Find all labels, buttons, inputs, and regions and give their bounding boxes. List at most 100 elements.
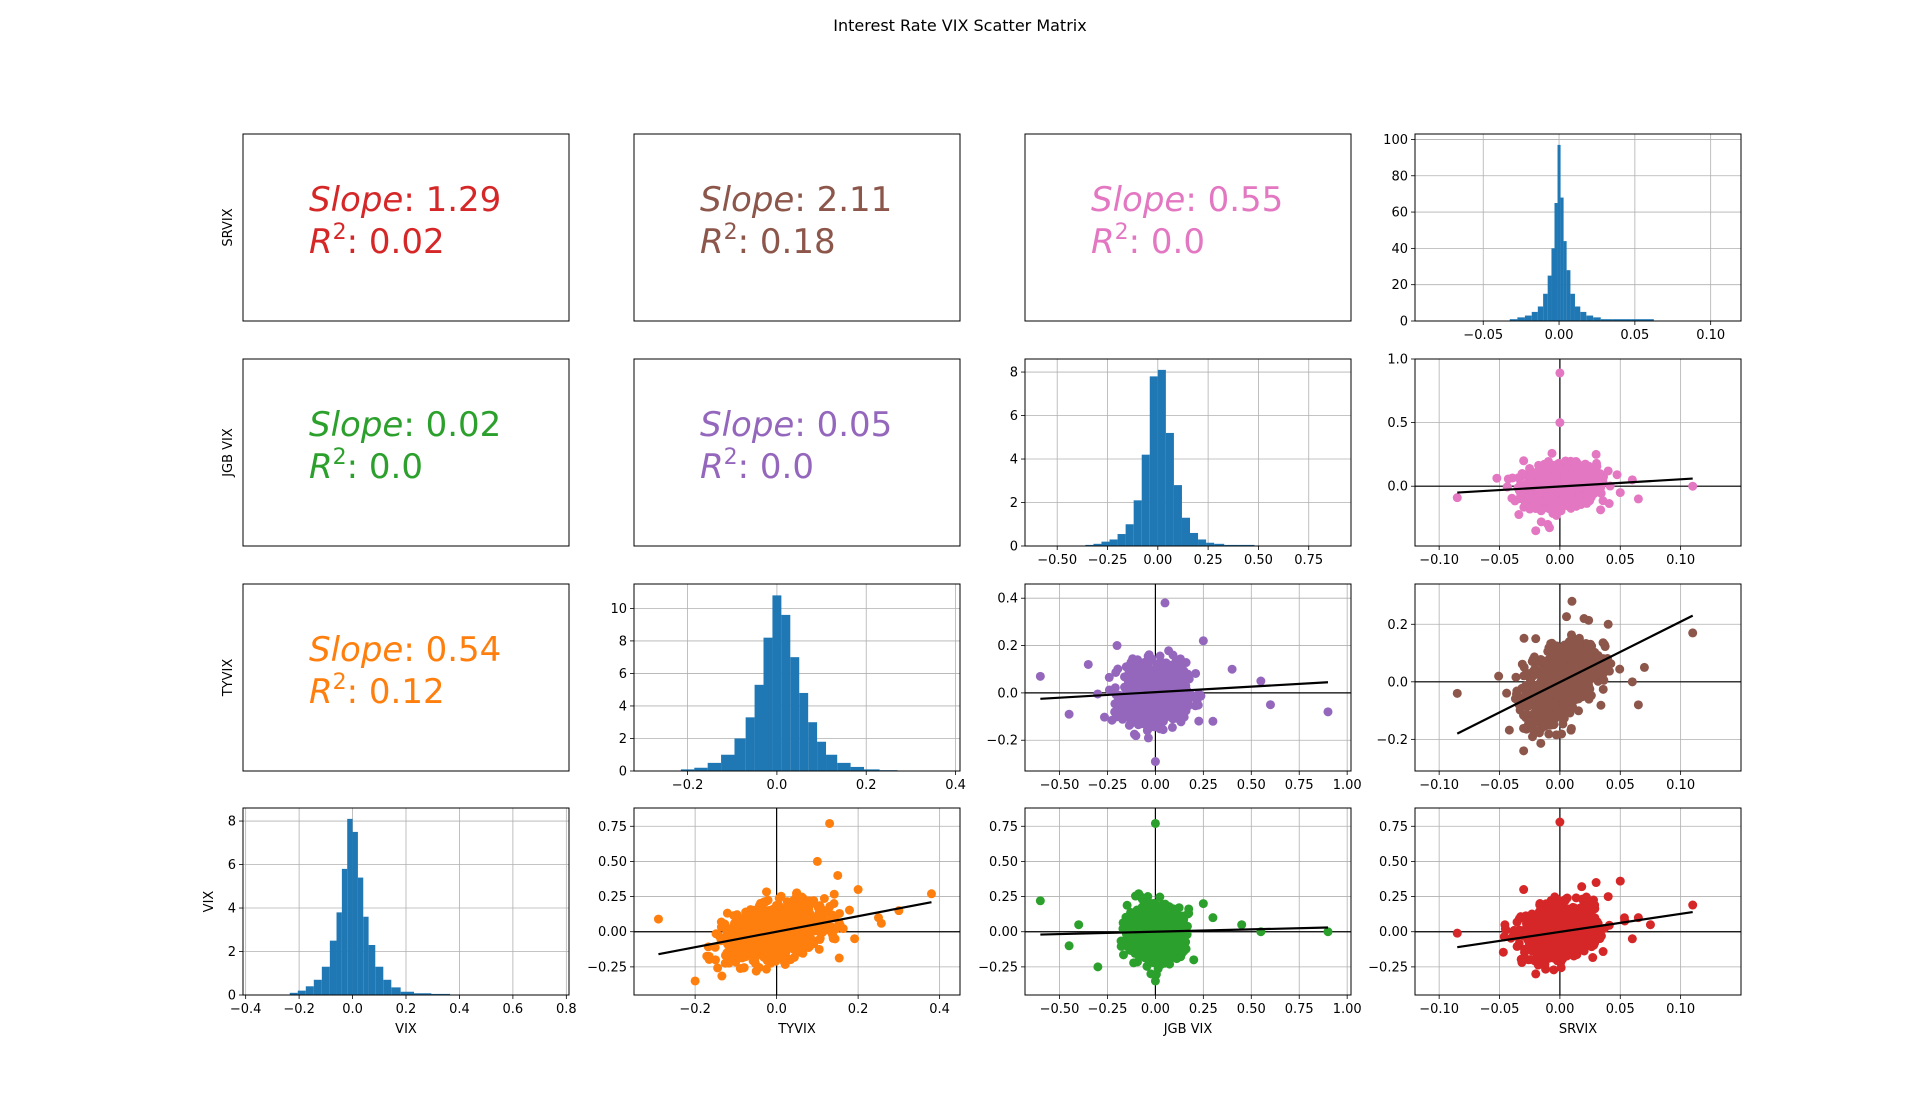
- scatter-point: [777, 892, 786, 901]
- histogram-bar: [764, 638, 773, 771]
- scatter-point: [1514, 510, 1523, 519]
- scatter-point: [1100, 713, 1109, 722]
- scatter-point: [1129, 682, 1138, 691]
- x-tick-label: 0.50: [1237, 1002, 1266, 1017]
- scatter-point: [1529, 655, 1538, 664]
- scatter-point: [1538, 720, 1547, 729]
- histogram-bar: [1150, 376, 1158, 546]
- histogram-bar: [1586, 316, 1593, 321]
- y-tick-label: 0: [1400, 315, 1408, 330]
- scatter-point: [1585, 684, 1594, 693]
- scatter-point: [1143, 663, 1152, 672]
- scatter-point: [1573, 476, 1582, 485]
- scatter-point: [1505, 726, 1514, 735]
- scatter-point: [1592, 450, 1601, 459]
- scatter-point: [1143, 723, 1152, 732]
- scatter-point: [751, 959, 760, 968]
- x-tick-label: 0.8: [556, 1002, 577, 1017]
- scatter-point: [833, 871, 842, 880]
- x-tick-label: 0.05: [1606, 553, 1635, 568]
- scatter-point: [775, 941, 784, 950]
- scatter-point: [1521, 710, 1530, 719]
- x-tick-label: −0.4: [230, 1002, 262, 1017]
- y-tick-label: 0.2: [1387, 618, 1408, 633]
- scatter-point: [1569, 640, 1578, 649]
- histogram-bar: [358, 878, 363, 995]
- scatter-point: [1597, 489, 1606, 498]
- scatter-point: [1533, 703, 1542, 712]
- scatter-point: [1155, 893, 1164, 902]
- r-squared-text: R2: 0.18: [700, 220, 836, 262]
- slope-text: Slope: 0.54: [309, 630, 501, 670]
- histogram-bar: [1142, 455, 1150, 546]
- scatter-point: [1036, 672, 1045, 681]
- y-tick-label: −0.25: [978, 960, 1018, 975]
- x-tick-label: 0.4: [945, 778, 966, 793]
- scatter-point: [691, 976, 700, 985]
- scatter-point: [729, 911, 738, 920]
- y-tick-label: 0.50: [598, 855, 627, 870]
- scatter-point: [927, 889, 936, 898]
- scatter-point: [1557, 729, 1566, 738]
- histogram-bar: [1580, 312, 1586, 321]
- histogram-bar: [1532, 312, 1538, 321]
- scatter-point: [1519, 724, 1528, 733]
- scatter-point: [1599, 676, 1608, 685]
- scatter-point: [1166, 661, 1175, 670]
- histogram-bar: [363, 917, 368, 995]
- scatter-point: [1148, 899, 1157, 908]
- scatter-point: [1155, 724, 1164, 733]
- histogram-bar: [799, 693, 808, 771]
- x-tick-label: −0.2: [679, 1002, 711, 1017]
- scatter-point: [1494, 672, 1503, 681]
- scatter-point: [1508, 473, 1517, 482]
- scatter-point: [1553, 487, 1562, 496]
- x-tick-label: 0.00: [1141, 778, 1170, 793]
- histogram-bar: [734, 738, 745, 771]
- y-tick-label: 0.2: [997, 639, 1018, 654]
- scatter-point: [830, 890, 839, 899]
- scatter-point: [1582, 647, 1591, 656]
- scatter-point: [815, 945, 824, 954]
- y-tick-label: 6: [1010, 409, 1018, 424]
- scatter-point: [1169, 705, 1178, 714]
- scatter-point: [825, 902, 834, 911]
- scatter-point: [1520, 663, 1529, 672]
- y-tick-label: 0.5: [1387, 416, 1408, 431]
- scatter-point: [1613, 470, 1622, 479]
- scatter-point: [1208, 717, 1217, 726]
- scatter-point: [1194, 701, 1203, 710]
- r-squared-text: R2: 0.0: [309, 445, 423, 487]
- scatter-point: [1562, 648, 1571, 657]
- scatter-point: [739, 940, 748, 949]
- r-squared-text: R2: 0.0: [700, 445, 814, 487]
- x-tick-label: −0.05: [1463, 328, 1503, 343]
- x-tick-label: −0.10: [1419, 1002, 1459, 1017]
- scatter-point: [1113, 641, 1122, 650]
- scatter-point: [1151, 976, 1160, 985]
- plot-background: [1415, 359, 1741, 546]
- x-tick-label: −0.25: [1088, 778, 1128, 793]
- y-tick-label: 40: [1391, 242, 1408, 257]
- histogram-bar: [322, 967, 330, 995]
- scatter-point: [1145, 957, 1154, 966]
- scatter-point: [1127, 932, 1136, 941]
- scatter-point: [1553, 471, 1562, 480]
- scatter-point: [789, 896, 798, 905]
- histogram-bar: [337, 912, 342, 995]
- histogram-bar: [314, 980, 322, 995]
- histogram-bar: [347, 819, 352, 995]
- histogram-bar: [1118, 534, 1126, 546]
- scatter-point: [1182, 658, 1191, 667]
- scatter-point: [1522, 683, 1531, 692]
- y-tick-label: 4: [1010, 453, 1018, 468]
- scatter-point: [845, 906, 854, 915]
- scatter-point: [1153, 701, 1162, 710]
- scatter-point: [1158, 682, 1167, 691]
- scatter-point: [1323, 707, 1332, 716]
